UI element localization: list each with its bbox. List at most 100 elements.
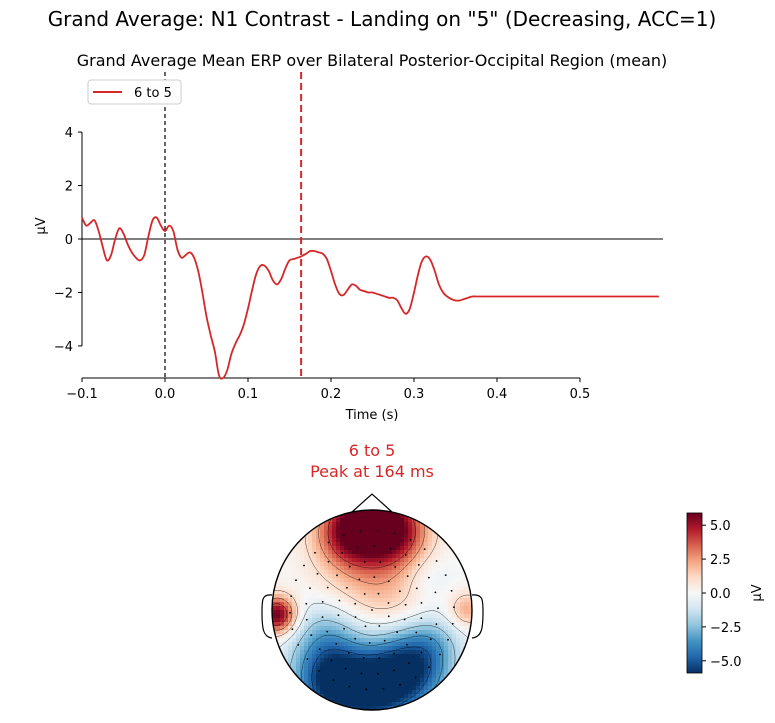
sensor-dot xyxy=(444,574,447,576)
topomap-cell xyxy=(428,610,433,615)
topomap-cell xyxy=(396,542,401,547)
topomap-cell xyxy=(308,590,313,595)
topomap-cell xyxy=(360,666,365,671)
topomap-cell xyxy=(352,674,357,679)
topomap-cell xyxy=(296,582,301,587)
topomap-cell xyxy=(420,518,425,523)
topomap-cell xyxy=(308,542,313,547)
topomap-cell xyxy=(444,566,449,571)
topomap-cell xyxy=(312,614,317,619)
topomap-cell xyxy=(284,618,289,623)
topomap-cell xyxy=(376,530,381,535)
topomap-cell xyxy=(428,630,433,635)
topomap-cell xyxy=(460,606,465,611)
topomap-cell xyxy=(396,634,401,639)
topomap-cell xyxy=(396,530,401,535)
topomap-cell xyxy=(432,570,437,575)
topomap-cell xyxy=(432,666,437,671)
figure-suptitle: Grand Average: N1 Contrast - Landing on … xyxy=(48,7,717,31)
topomap-cell xyxy=(336,706,341,710)
topomap-cell xyxy=(428,642,433,647)
topomap-cell xyxy=(412,658,417,663)
topomap-cell xyxy=(328,686,333,691)
topomap-cell xyxy=(364,686,369,691)
topomap-cell xyxy=(320,606,325,611)
topomap-cell xyxy=(312,538,317,543)
topomap-cell xyxy=(324,630,329,635)
topomap-cell xyxy=(344,602,349,607)
topomap-cell xyxy=(352,554,357,559)
topomap-cell xyxy=(440,622,445,627)
topomap-cell xyxy=(408,566,413,571)
topomap-cell xyxy=(404,570,409,575)
topomap-cell xyxy=(428,570,433,575)
topomap-cell xyxy=(312,626,317,631)
topomap-cell xyxy=(288,630,293,635)
topomap-cell xyxy=(464,582,469,587)
topomap-cell xyxy=(304,682,309,687)
topomap-cell xyxy=(396,674,401,679)
topomap-cell xyxy=(436,570,441,575)
topomap-cell xyxy=(328,618,333,623)
sensor-dot xyxy=(453,606,455,609)
topomap-cell xyxy=(452,618,457,623)
topomap-cell xyxy=(348,550,353,555)
topomap-cell xyxy=(344,574,349,579)
topomap-cell xyxy=(388,614,393,619)
topomap-cell xyxy=(276,594,281,599)
x-tick-label: 0.5 xyxy=(570,387,591,402)
topomap-cell xyxy=(336,590,341,595)
topomap-cell xyxy=(340,518,345,523)
topomap-cell xyxy=(284,638,289,643)
topomap-cell xyxy=(452,642,457,647)
topomap-cell xyxy=(352,662,357,667)
topomap-cell xyxy=(392,582,397,587)
topomap-cell xyxy=(392,638,397,643)
topomap-cell xyxy=(444,658,449,663)
topomap-cell xyxy=(300,594,305,599)
topomap-cell xyxy=(456,630,461,635)
topomap-cell xyxy=(436,658,441,663)
topomap-cell xyxy=(376,578,381,583)
topomap-cell xyxy=(400,554,405,559)
x-tick-label: −0.1 xyxy=(66,387,98,402)
topomap-cell xyxy=(428,582,433,587)
topomap-cell xyxy=(424,542,429,547)
topomap-cell xyxy=(416,574,421,579)
topomap-cell xyxy=(276,590,281,595)
topomap-cell xyxy=(332,546,337,551)
topomap-cell xyxy=(312,638,317,643)
topomap-cell xyxy=(432,606,437,611)
topomap-cell xyxy=(336,562,341,567)
topomap-cell xyxy=(352,618,357,623)
topomap-cell xyxy=(412,686,417,691)
topomap-cell xyxy=(384,526,389,531)
topomap-cell xyxy=(300,658,305,663)
topomap-cell xyxy=(336,542,341,547)
topomap-cell xyxy=(360,546,365,551)
topomap-cell xyxy=(424,586,429,591)
topomap-cell xyxy=(440,610,445,615)
topomap-cell xyxy=(436,666,441,671)
topomap-cell xyxy=(340,526,345,531)
topomap-cell xyxy=(388,694,393,699)
topomap-cell xyxy=(308,606,313,611)
topomap-cell xyxy=(356,618,361,623)
topomap-cell xyxy=(352,666,357,671)
topomap-cell xyxy=(312,646,317,651)
topomap-cell xyxy=(420,534,425,539)
topomap-cell xyxy=(376,686,381,691)
topomap-cell xyxy=(420,638,425,643)
topomap-cell xyxy=(312,602,317,607)
topomap-cell xyxy=(320,602,325,607)
topomap-cell xyxy=(396,562,401,567)
topomap-cell xyxy=(380,538,385,543)
topomap-cell xyxy=(396,630,401,635)
topomap-cell xyxy=(360,610,365,615)
topomap-cell xyxy=(316,546,321,551)
topomap-cell xyxy=(368,614,373,619)
topomap-cell xyxy=(312,678,317,683)
topomap-cell xyxy=(308,578,313,583)
topomap-cell xyxy=(324,610,329,615)
topomap-cell xyxy=(304,558,309,563)
